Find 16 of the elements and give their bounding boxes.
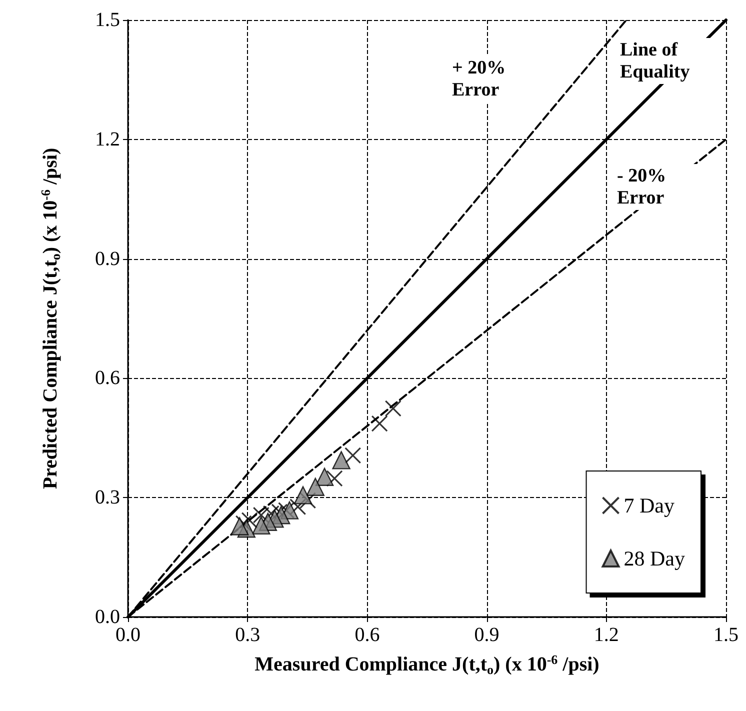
- x-tick-label: 1.2: [594, 624, 619, 646]
- legend-label: 7 Day: [624, 494, 675, 518]
- legend-label: 28 Day: [624, 546, 686, 570]
- y-tick-label: 0.9: [95, 248, 120, 270]
- x-tick-label: 0.9: [474, 624, 500, 646]
- x-tick-label: 0.6: [354, 624, 380, 646]
- y-tick-label: 0.3: [95, 486, 120, 509]
- y-tick-label: 0.6: [95, 367, 120, 390]
- y-axis-title: Predicted Compliance J(t,to) (x 10-6 /psi): [38, 148, 63, 490]
- x-tick-label: 0.3: [235, 624, 260, 646]
- annotation: Line of Equality: [620, 40, 690, 82]
- x-tick-label: 1.5: [714, 624, 738, 646]
- annotation: + 20% Error: [452, 58, 506, 100]
- y-tick-label: 1.2: [95, 128, 120, 150]
- y-tick-label: 1.5: [95, 9, 120, 31]
- annotation: - 20% Error: [617, 166, 666, 208]
